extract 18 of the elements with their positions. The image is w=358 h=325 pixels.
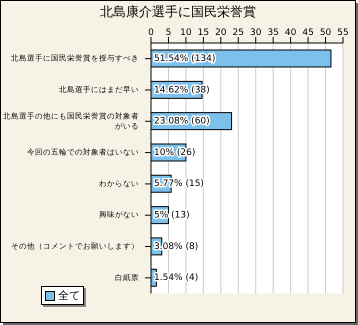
x-tick-label: 20 bbox=[215, 28, 227, 38]
x-tick-label: 0 bbox=[148, 28, 154, 38]
x-tick-label: 25 bbox=[232, 28, 244, 38]
x-tick-label: 15 bbox=[198, 28, 210, 38]
x-tick-label: 50 bbox=[320, 28, 332, 38]
data-label: 23.08% (60) bbox=[154, 116, 210, 127]
data-label: 5% (13) bbox=[154, 210, 190, 221]
x-tick-label: 55 bbox=[337, 28, 349, 38]
x-tick-label: 45 bbox=[302, 28, 314, 38]
x-tick-label: 35 bbox=[267, 28, 279, 38]
data-label: 10% (26) bbox=[154, 148, 196, 158]
data-label: 51.54% (134) bbox=[154, 54, 216, 64]
x-tick-label: 5 bbox=[166, 28, 172, 38]
x-tick-label: 10 bbox=[180, 28, 192, 38]
chart-title: 北島康介選手に国民栄誉賞 bbox=[99, 4, 257, 21]
x-tick-label: 30 bbox=[250, 28, 262, 38]
legend-label: 全て bbox=[57, 288, 80, 303]
x-tick-label: 40 bbox=[284, 28, 297, 38]
